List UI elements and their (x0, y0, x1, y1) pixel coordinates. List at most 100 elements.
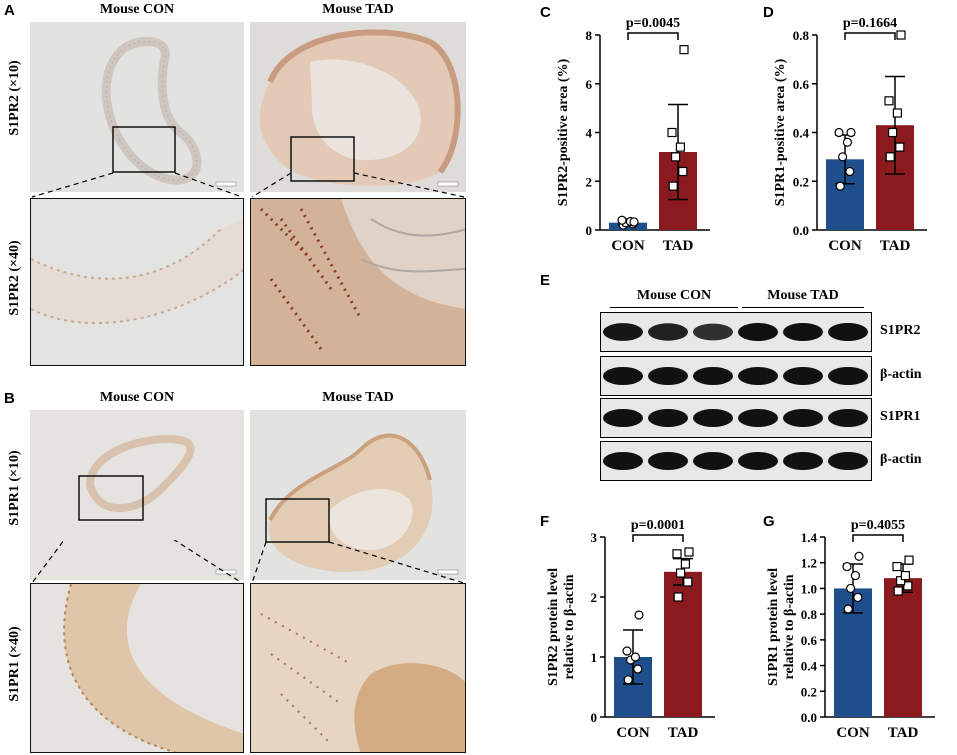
data-point (633, 664, 643, 674)
blot-band (693, 367, 733, 385)
y-tick-label: 0.0 (793, 223, 809, 238)
y-tick-label: 1.4 (801, 530, 818, 545)
y-tick-label: 0.6 (801, 633, 818, 648)
blot-band (693, 452, 733, 470)
data-point (630, 652, 641, 662)
chart-c: 0 2 4 6 8 S1PR2-positive area (%) CON TAD p=0.00… (556, 16, 710, 254)
data-point (675, 142, 685, 152)
blot-band (603, 452, 643, 470)
data-point (842, 137, 853, 147)
blot-label-1: S1PR2 (880, 323, 921, 338)
blot-band (648, 452, 688, 470)
bar-tad (664, 571, 702, 717)
data-point (850, 570, 861, 581)
y-tick-label: 0 (586, 223, 593, 238)
chart-d: 0.0 0.2 0.4 0.6 0.8 S1PR1-positive area (%) CO… (773, 16, 927, 254)
panel-a-row-label-x40: S1PR2 (×40) (7, 240, 22, 316)
micrograph-b-con-x10 (30, 410, 244, 580)
y-tick-label: 0.6 (793, 77, 810, 92)
blot-band (648, 409, 688, 427)
y-tick-label: 2 (586, 174, 593, 189)
data-point (683, 577, 693, 587)
y-tick-label: 0.0 (801, 710, 817, 725)
data-point (884, 96, 894, 106)
y-tick-label: 0 (591, 710, 598, 725)
data-point (903, 581, 913, 591)
blot-label-2: β-actin (880, 367, 922, 382)
y-tick-label: 0.8 (801, 607, 818, 622)
y-tick-label: 8 (586, 28, 593, 43)
x-tick-label: CON (616, 725, 650, 741)
blot-band (783, 323, 823, 341)
p-value: p=0.4055 (851, 518, 905, 533)
y-tick-label: 2 (591, 590, 598, 605)
data-point (678, 166, 688, 177)
data-point (895, 142, 905, 152)
data-point (684, 547, 694, 557)
x-tick-label: CON (836, 725, 870, 741)
data-point (845, 583, 856, 594)
panel-d-label: D (763, 4, 774, 21)
data-point (622, 646, 632, 656)
data-point (673, 592, 683, 602)
y-tick-label: 3 (591, 530, 598, 545)
micrograph-a-con-x40 (30, 198, 244, 366)
panel-b-row-label-x40: S1PR1 (×40) (7, 626, 22, 702)
x-tick-label: TAD (663, 238, 694, 254)
y-tick-label: 1.0 (801, 581, 817, 596)
data-point (837, 152, 848, 162)
blot-band (693, 323, 733, 341)
p-value: p=0.0045 (626, 16, 680, 31)
y-axis-label: S1PR1-positive area (%) (773, 58, 788, 206)
blot-band (738, 452, 778, 470)
blot-band (828, 367, 868, 385)
panel-e-label: E (540, 272, 551, 289)
data-point (846, 127, 856, 138)
blot-band (783, 367, 823, 385)
y-tick-label: 0.4 (801, 659, 818, 674)
data-point (892, 108, 902, 118)
panel-b-header-con: Mouse CON (99, 390, 175, 405)
micrograph-a-tad-x40 (250, 198, 466, 366)
data-point (885, 152, 895, 162)
blot-band (603, 367, 643, 385)
panel-b-label: B (4, 390, 15, 407)
data-point (900, 570, 910, 581)
data-point (896, 576, 906, 586)
y-tick-label: 0.2 (801, 684, 817, 699)
panel-a-row-label-x10: S1PR2 (×10) (7, 60, 22, 136)
y-axis-label: S1PR1 protein levelrelative to β-actin (766, 568, 797, 686)
blot-strip-1 (600, 312, 872, 352)
blot-label-3: S1PR1 (880, 409, 921, 424)
blot-band (693, 409, 733, 427)
micrograph-b-tad-x40 (250, 583, 466, 753)
zoom-lines-a (31, 172, 465, 198)
data-point (854, 551, 864, 561)
blot-label-4: β-actin (880, 452, 922, 467)
blot-group-con-line (610, 307, 738, 308)
data-point (834, 127, 844, 138)
blot-band (828, 409, 868, 427)
significance-bracket (852, 534, 904, 542)
blot-band (648, 323, 688, 341)
micrograph-a-con-x10 (30, 22, 244, 192)
data-point (845, 166, 855, 177)
blot-band (828, 323, 868, 341)
panel-b-row-label-x10: S1PR1 (×10) (7, 450, 22, 526)
panel-a-header-tad: Mouse TAD (322, 2, 394, 17)
data-point (893, 586, 903, 596)
y-axis-label: S1PR2-positive area (%) (556, 58, 571, 206)
data-point (676, 568, 686, 578)
data-point (843, 604, 853, 614)
y-tick-label: 0.2 (793, 174, 809, 189)
y-tick-label: 6 (586, 77, 593, 92)
blot-band (738, 409, 778, 427)
x-tick-label: CON (828, 238, 862, 254)
y-tick-label: 0.4 (793, 126, 810, 141)
chart-f: 0 1 2 3 S1PR2 protein levelrelative to β-act… (546, 518, 715, 741)
panel-c-label: C (540, 4, 551, 21)
blot-band (603, 323, 643, 341)
significance-bracket (632, 534, 684, 542)
zoom-lines-b (31, 540, 465, 584)
blot-group-tad-line (742, 307, 864, 308)
